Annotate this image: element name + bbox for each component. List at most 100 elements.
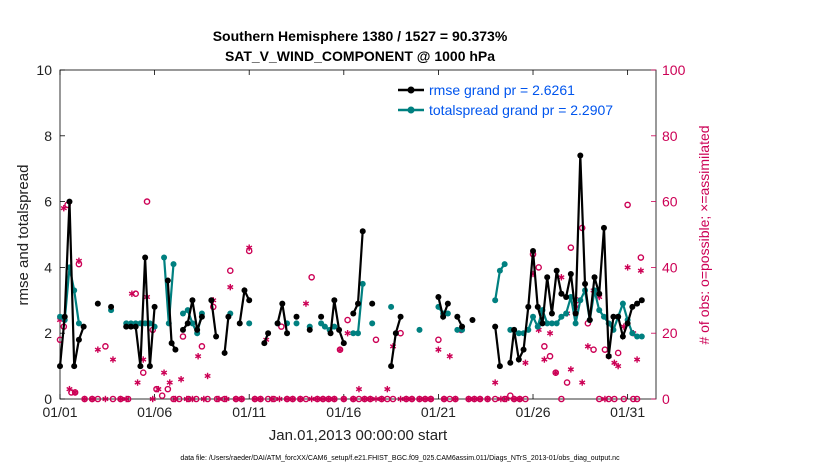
obs-assimilated-point <box>372 395 380 403</box>
obs-assimilated-point <box>94 346 101 353</box>
rmse-point <box>146 363 153 370</box>
rmse-point <box>284 330 291 337</box>
rmse-point <box>123 323 130 330</box>
rmse-line <box>494 326 501 367</box>
obs-assimilated-point <box>350 395 357 403</box>
obs-possible-point <box>164 385 172 393</box>
obs-possible-point <box>637 254 645 261</box>
rmse-point <box>454 313 461 320</box>
totalspread-point <box>179 310 186 317</box>
totalspread-point <box>170 261 177 268</box>
obs-assimilated-point <box>584 343 592 350</box>
obs-assimilated-point <box>283 395 291 403</box>
obs-assimilated-point <box>289 395 296 403</box>
y-right-tick-label: 20 <box>662 325 678 341</box>
obs-assimilated-point <box>149 395 156 403</box>
rmse-point <box>577 152 584 159</box>
totalspread-point <box>572 320 579 327</box>
x-tick-label: 01/01 <box>42 404 77 420</box>
obs-possible-point <box>158 392 166 400</box>
obs-assimilated-point <box>238 395 245 403</box>
obs-possible-point <box>435 336 442 344</box>
rmse-point <box>184 320 191 327</box>
obs-assimilated-point <box>232 395 240 403</box>
obs-possible-point <box>507 392 514 400</box>
rmse-point <box>534 303 541 310</box>
legend-spread-label: totalspread grand pr = 2.2907 <box>429 102 613 118</box>
obs-possible-point <box>139 369 147 376</box>
x-tick-label: 01/31 <box>610 404 645 420</box>
obs-assimilated-point <box>166 379 173 386</box>
obs-assimilated-point <box>510 395 518 403</box>
totalspread-point <box>634 333 641 340</box>
obs-assimilated-point <box>302 300 310 307</box>
rmse-point <box>440 313 447 320</box>
obs-assimilated-point <box>223 395 230 403</box>
rmse-point <box>208 297 215 304</box>
obs-assimilated-point <box>567 366 574 373</box>
rmse-point <box>236 320 243 327</box>
obs-possible-point <box>558 395 565 403</box>
obs-assimilated-point <box>611 359 618 367</box>
obs-assimilated-point <box>102 395 109 403</box>
totalspread-point <box>629 330 636 337</box>
obs-assimilated-point <box>465 395 472 403</box>
rmse-line <box>210 300 218 337</box>
rmse-point <box>515 356 522 363</box>
obs-assimilated-point <box>336 346 344 353</box>
obs-possible-point <box>308 273 315 281</box>
rmse-line <box>223 316 230 354</box>
obs-assimilated-point <box>200 395 207 403</box>
totalspread-point <box>161 254 168 261</box>
totalspread-point <box>416 326 423 333</box>
rmse-point <box>94 300 101 307</box>
totalspread-point <box>321 323 328 330</box>
totalspread-point <box>534 323 541 330</box>
obs-possible-point <box>546 352 554 360</box>
obs-assimilated-point <box>183 395 190 403</box>
rmse-point <box>151 303 158 310</box>
rmse-point <box>108 303 115 310</box>
obs-assimilated-point <box>633 356 641 363</box>
obs-assimilated-point <box>319 395 327 403</box>
obs-assimilated-point <box>541 356 548 363</box>
obs-assimilated-point <box>558 274 565 281</box>
rmse-point <box>600 224 607 231</box>
obs-assimilated-point <box>378 395 385 403</box>
obs-assimilated-point <box>89 395 96 403</box>
rmse-point <box>629 303 636 310</box>
y-axis-left: 0 2 4 6 8 10 <box>36 62 65 407</box>
x-tick-label: 01/11 <box>232 404 266 420</box>
obs-assimilated-point <box>215 395 223 403</box>
obs-assimilated-point <box>416 395 423 403</box>
totalspread-point <box>600 313 607 320</box>
rmse-point <box>539 320 546 327</box>
rmse-point <box>634 300 641 307</box>
data-file-footnote: data file: /Users/raeder/DAI/ATM_forcXX/… <box>180 455 620 462</box>
obs-possible-point <box>491 395 499 403</box>
obs-possible-point <box>198 343 206 350</box>
totalspread-point <box>492 297 499 304</box>
obs-assimilated-point <box>422 395 429 403</box>
rmse-point <box>194 326 201 333</box>
x-axis-label: Jan.01,2013 00:00:00 start <box>269 427 448 444</box>
rmse-point <box>71 363 78 370</box>
obs-assimilated-point <box>172 395 179 403</box>
rmse-point <box>586 317 593 324</box>
obs-assimilated-point <box>579 379 586 386</box>
obs-assimilated-point <box>194 353 202 360</box>
obs-possible-point <box>595 395 603 403</box>
y-axis-label: rmse and totalspread <box>15 165 32 306</box>
obs-assimilated-point <box>314 395 321 403</box>
rmse-point <box>241 287 248 294</box>
obs-possible-point <box>372 336 380 344</box>
rmse-point <box>388 363 395 370</box>
rmse-point <box>553 267 560 274</box>
obs-assimilated-point <box>452 395 459 403</box>
obs-assimilated-point <box>552 369 559 376</box>
totalspread-point <box>638 333 645 340</box>
rmse-point <box>189 297 196 304</box>
y-right-tick-label: 80 <box>662 128 678 144</box>
obs-assimilated-point <box>128 290 136 297</box>
rmse-point <box>75 336 82 343</box>
